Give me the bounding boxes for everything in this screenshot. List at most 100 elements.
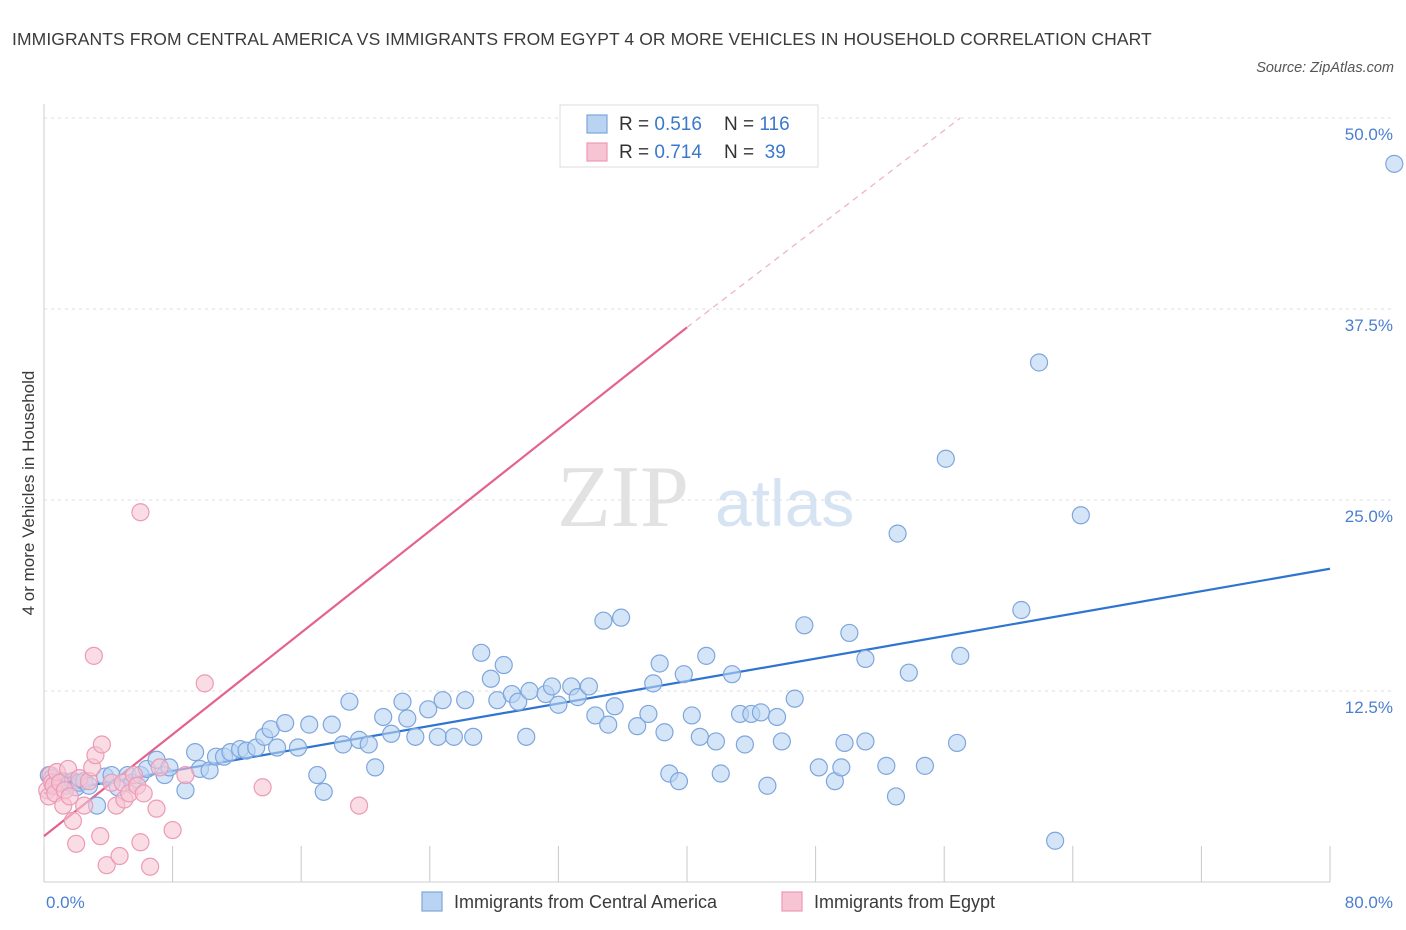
watermark-zip: ZIP bbox=[557, 449, 689, 546]
legend-n-label-1: N = bbox=[724, 114, 759, 135]
point-central-america bbox=[594, 611, 613, 630]
point-central-america bbox=[456, 691, 475, 710]
point-central-america bbox=[785, 689, 804, 708]
point-egypt bbox=[349, 796, 369, 815]
point-central-america bbox=[832, 758, 851, 777]
tick-labels: 12.5% 25.0% 37.5% 50.0% 0.0% 80.0% bbox=[46, 125, 1393, 912]
point-central-america bbox=[549, 695, 568, 714]
y-tick-label: 37.5% bbox=[1345, 316, 1393, 335]
point-central-america bbox=[722, 665, 742, 684]
y-axis-label: 4 or more Vehicles in Household bbox=[19, 371, 38, 616]
point-egypt bbox=[131, 833, 150, 852]
svg-text:N = 116: N = 116 bbox=[724, 114, 790, 135]
point-central-america bbox=[886, 787, 906, 806]
point-egypt bbox=[140, 857, 160, 876]
point-central-america bbox=[772, 732, 791, 751]
point-egypt bbox=[75, 796, 94, 815]
point-central-america bbox=[517, 727, 536, 746]
point-central-america bbox=[751, 703, 771, 722]
point-central-america bbox=[428, 727, 447, 746]
point-central-america bbox=[398, 709, 417, 728]
point-central-america bbox=[706, 732, 726, 751]
point-central-america bbox=[840, 623, 859, 643]
point-central-america bbox=[322, 715, 341, 734]
point-central-america bbox=[758, 776, 777, 795]
axes bbox=[43, 104, 1331, 883]
point-central-america bbox=[520, 681, 539, 701]
point-central-america bbox=[947, 733, 967, 753]
point-central-america bbox=[382, 724, 401, 743]
point-central-america bbox=[366, 758, 385, 777]
point-egypt bbox=[110, 846, 129, 866]
point-central-america bbox=[542, 677, 562, 696]
y-tick-label: 12.5% bbox=[1345, 698, 1393, 717]
point-central-america bbox=[888, 524, 907, 543]
chart-source: Source: ZipAtlas.com bbox=[1256, 60, 1394, 76]
point-central-america bbox=[464, 727, 483, 746]
point-egypt bbox=[253, 778, 272, 797]
point-central-america bbox=[611, 608, 631, 627]
point-central-america bbox=[669, 772, 689, 791]
point-egypt bbox=[67, 834, 86, 853]
point-central-america bbox=[176, 781, 195, 800]
point-central-america bbox=[333, 735, 353, 754]
bottom-legend-swatch-pink bbox=[781, 891, 803, 912]
point-central-america bbox=[1046, 831, 1065, 850]
point-central-america bbox=[644, 674, 663, 693]
point-central-america bbox=[936, 449, 955, 468]
point-egypt bbox=[97, 856, 116, 875]
data-points bbox=[38, 154, 1404, 876]
point-central-america bbox=[711, 764, 730, 783]
point-central-america bbox=[1071, 506, 1090, 525]
point-egypt bbox=[147, 799, 166, 818]
trend-line-egypt bbox=[43, 326, 688, 838]
legend-n-value-1: 116 bbox=[759, 114, 789, 135]
trend-line-egypt-extension bbox=[686, 117, 961, 328]
point-central-america bbox=[835, 733, 854, 753]
point-central-america bbox=[579, 677, 599, 696]
top-legend: R = 0.516 N = 116 R = 0.714 N = 39 bbox=[559, 104, 819, 168]
svg-text:N = 39: N = 39 bbox=[724, 142, 786, 163]
point-central-america bbox=[650, 654, 669, 673]
point-central-america bbox=[877, 756, 896, 775]
bottom-legend: Immigrants from Central America Immigran… bbox=[421, 891, 995, 912]
point-central-america bbox=[951, 646, 970, 665]
point-central-america bbox=[186, 743, 205, 762]
gridlines bbox=[44, 117, 1394, 692]
point-central-america bbox=[444, 727, 464, 746]
y-tick-label: 25.0% bbox=[1345, 507, 1393, 526]
point-central-america bbox=[655, 723, 674, 742]
point-central-america bbox=[856, 732, 875, 751]
legend-r-label-1: R = bbox=[619, 114, 654, 135]
chart-title: IMMIGRANTS FROM CENTRAL AMERICA VS IMMIG… bbox=[12, 29, 1152, 49]
point-central-america bbox=[288, 738, 308, 757]
point-central-america bbox=[568, 688, 587, 707]
point-central-america bbox=[494, 655, 513, 675]
point-central-america bbox=[300, 715, 319, 734]
point-central-america bbox=[674, 665, 693, 684]
legend-n-value-2: 39 bbox=[759, 142, 785, 163]
x-tick-label-min: 0.0% bbox=[46, 893, 85, 912]
point-egypt bbox=[63, 811, 83, 830]
point-central-america bbox=[276, 713, 295, 733]
point-central-america bbox=[1029, 353, 1049, 372]
bottom-legend-label-blue: Immigrants from Central America bbox=[454, 892, 718, 912]
legend-r-label-2: R = bbox=[619, 142, 654, 163]
svg-text:R = 0.516: R = 0.516 bbox=[619, 114, 702, 135]
point-central-america bbox=[605, 697, 624, 716]
point-central-america bbox=[472, 643, 491, 662]
x-tick-label-max: 80.0% bbox=[1345, 893, 1393, 912]
point-central-america bbox=[599, 715, 618, 734]
point-egypt bbox=[60, 787, 79, 806]
point-egypt bbox=[163, 820, 182, 840]
point-central-america bbox=[639, 704, 658, 724]
point-egypt bbox=[92, 735, 111, 754]
point-central-america bbox=[767, 707, 787, 727]
legend-swatch-blue bbox=[586, 114, 608, 134]
point-central-america bbox=[682, 706, 701, 725]
point-egypt bbox=[131, 503, 150, 522]
point-egypt bbox=[176, 765, 195, 785]
point-central-america bbox=[915, 756, 935, 775]
legend-r-value-2: 0.714 bbox=[654, 142, 702, 163]
